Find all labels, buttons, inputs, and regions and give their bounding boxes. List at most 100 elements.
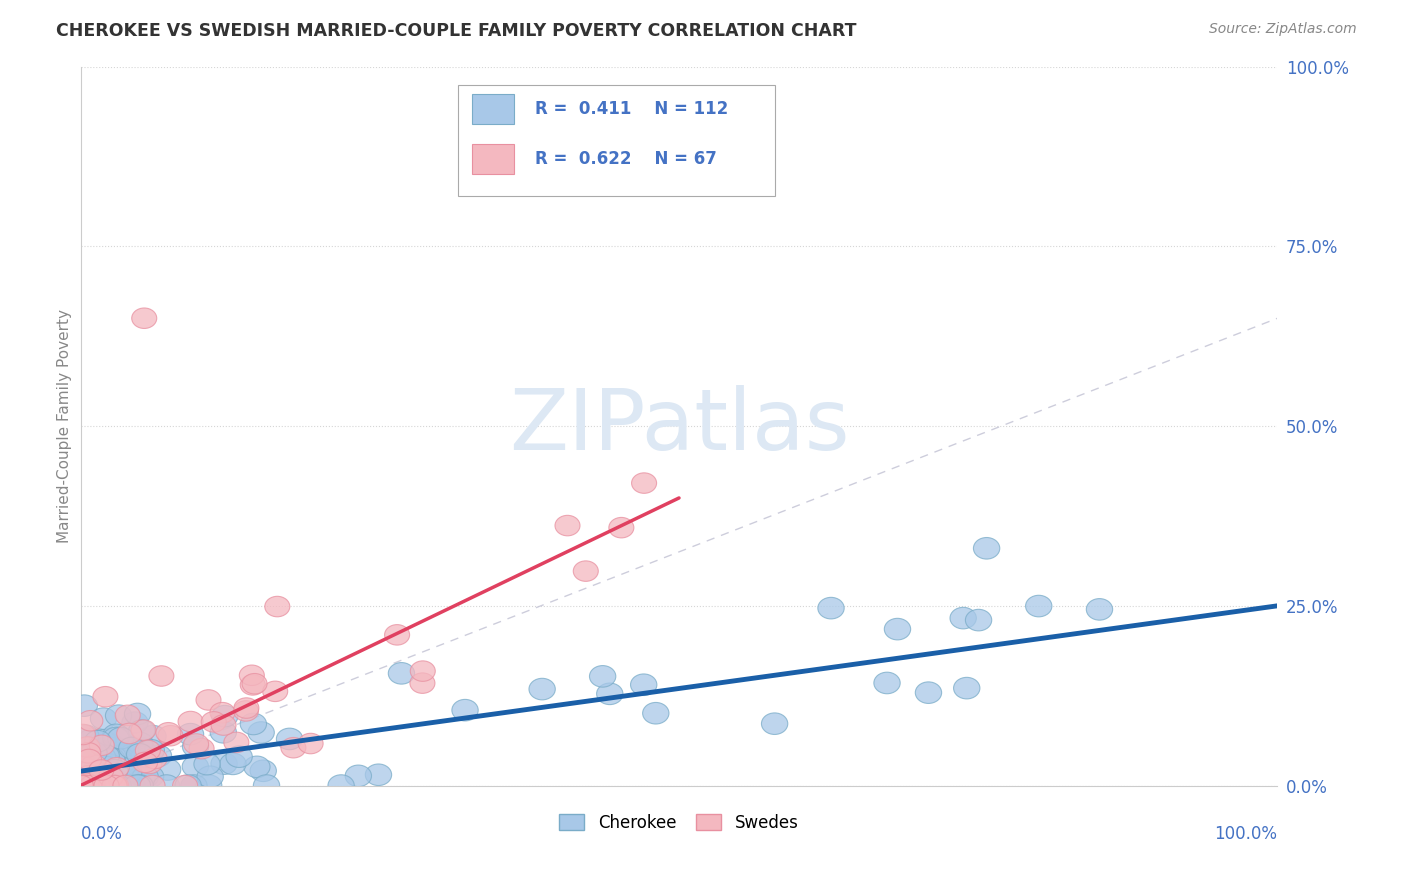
Ellipse shape — [127, 775, 153, 797]
Ellipse shape — [226, 746, 252, 767]
Ellipse shape — [385, 624, 409, 645]
Ellipse shape — [83, 744, 108, 766]
Ellipse shape — [124, 703, 150, 725]
Ellipse shape — [211, 753, 238, 774]
Ellipse shape — [73, 725, 98, 747]
Ellipse shape — [98, 767, 124, 787]
Ellipse shape — [411, 673, 434, 693]
Ellipse shape — [70, 775, 96, 796]
Ellipse shape — [253, 775, 280, 797]
Text: R =  0.411    N = 112: R = 0.411 N = 112 — [536, 100, 728, 118]
Ellipse shape — [179, 711, 202, 731]
Text: 100.0%: 100.0% — [1215, 825, 1278, 843]
Ellipse shape — [93, 756, 120, 778]
Ellipse shape — [128, 738, 155, 759]
Ellipse shape — [281, 738, 307, 758]
Ellipse shape — [105, 775, 131, 797]
Ellipse shape — [83, 775, 110, 797]
Ellipse shape — [136, 753, 162, 773]
Ellipse shape — [209, 722, 236, 743]
Ellipse shape — [77, 775, 103, 797]
Ellipse shape — [90, 730, 115, 751]
Ellipse shape — [79, 729, 105, 750]
Ellipse shape — [73, 773, 98, 794]
Ellipse shape — [70, 724, 96, 745]
Ellipse shape — [100, 772, 127, 794]
Ellipse shape — [188, 739, 214, 759]
Ellipse shape — [219, 753, 246, 774]
Ellipse shape — [174, 775, 201, 797]
Ellipse shape — [242, 673, 267, 694]
Ellipse shape — [233, 700, 259, 721]
Ellipse shape — [122, 712, 148, 733]
Ellipse shape — [104, 745, 131, 766]
Ellipse shape — [1087, 599, 1112, 620]
Ellipse shape — [115, 762, 142, 783]
Ellipse shape — [82, 755, 107, 775]
Ellipse shape — [86, 752, 111, 773]
Ellipse shape — [211, 706, 238, 727]
Ellipse shape — [103, 727, 129, 749]
Ellipse shape — [181, 775, 207, 797]
Ellipse shape — [121, 756, 146, 777]
Ellipse shape — [83, 766, 110, 788]
Ellipse shape — [80, 742, 107, 764]
Ellipse shape — [631, 473, 657, 493]
Ellipse shape — [240, 714, 267, 735]
Ellipse shape — [103, 775, 127, 796]
Ellipse shape — [950, 607, 976, 629]
Ellipse shape — [104, 775, 128, 796]
Ellipse shape — [76, 749, 101, 770]
Ellipse shape — [90, 747, 115, 768]
Ellipse shape — [129, 765, 155, 787]
Ellipse shape — [70, 775, 96, 796]
Ellipse shape — [201, 712, 226, 732]
Ellipse shape — [84, 731, 111, 752]
Ellipse shape — [69, 775, 93, 796]
Ellipse shape — [96, 754, 122, 775]
Ellipse shape — [103, 724, 129, 746]
Legend: Cherokee, Swedes: Cherokee, Swedes — [553, 807, 806, 838]
Ellipse shape — [101, 745, 127, 766]
Ellipse shape — [973, 538, 1000, 559]
Ellipse shape — [132, 308, 156, 328]
Ellipse shape — [69, 755, 94, 777]
Ellipse shape — [108, 775, 135, 797]
Ellipse shape — [247, 722, 274, 743]
Ellipse shape — [75, 737, 100, 757]
Ellipse shape — [157, 725, 183, 746]
Ellipse shape — [76, 775, 101, 796]
Ellipse shape — [77, 711, 103, 731]
Ellipse shape — [108, 727, 134, 749]
Ellipse shape — [596, 683, 623, 705]
Ellipse shape — [94, 775, 121, 797]
Ellipse shape — [243, 756, 270, 778]
FancyBboxPatch shape — [472, 145, 513, 175]
Ellipse shape — [131, 746, 157, 768]
Ellipse shape — [762, 713, 787, 734]
Ellipse shape — [76, 742, 101, 763]
Ellipse shape — [643, 702, 669, 724]
Ellipse shape — [211, 714, 236, 735]
Ellipse shape — [240, 674, 266, 695]
Ellipse shape — [72, 765, 98, 787]
Ellipse shape — [128, 720, 155, 741]
Ellipse shape — [134, 747, 160, 769]
Ellipse shape — [93, 772, 120, 794]
Ellipse shape — [818, 598, 844, 619]
Ellipse shape — [127, 744, 153, 765]
Ellipse shape — [100, 746, 127, 767]
FancyBboxPatch shape — [472, 94, 513, 124]
Ellipse shape — [75, 775, 100, 797]
Ellipse shape — [70, 775, 96, 796]
Ellipse shape — [101, 759, 128, 781]
Ellipse shape — [84, 775, 110, 796]
Ellipse shape — [73, 775, 97, 796]
Text: 0.0%: 0.0% — [80, 825, 122, 843]
Ellipse shape — [72, 695, 97, 716]
Ellipse shape — [96, 766, 121, 788]
Ellipse shape — [411, 661, 436, 681]
Ellipse shape — [98, 747, 125, 770]
Ellipse shape — [132, 752, 157, 772]
Ellipse shape — [80, 775, 104, 796]
